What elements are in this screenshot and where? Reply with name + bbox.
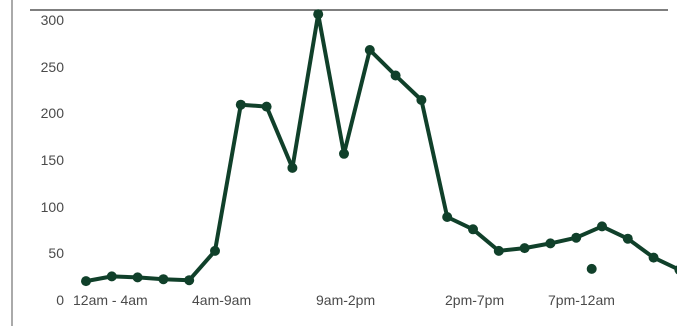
data-point xyxy=(210,245,220,256)
x-tick-4am-9am: 4am-9am xyxy=(192,292,251,308)
data-point xyxy=(519,243,530,254)
data-point xyxy=(597,221,607,232)
plot-area xyxy=(81,9,677,287)
data-point xyxy=(442,212,453,222)
x-tick-2pm-7pm: 2pm-7pm xyxy=(445,292,504,308)
x-tick-7pm-12am: 7pm-12am xyxy=(548,292,615,308)
data-point xyxy=(339,148,349,159)
data-point xyxy=(545,238,556,249)
y-tick-250: 250 xyxy=(41,59,65,75)
data-point xyxy=(468,224,478,235)
data-point xyxy=(364,45,375,55)
y-tick-300: 300 xyxy=(41,12,65,28)
data-point xyxy=(235,99,246,110)
outlier-point xyxy=(586,263,597,274)
data-point xyxy=(416,95,427,105)
y-tick-150: 150 xyxy=(41,152,65,168)
data-point xyxy=(648,252,659,263)
data-point xyxy=(622,233,633,244)
data-point xyxy=(674,265,677,275)
data-point xyxy=(132,272,143,283)
y-tick-0: 0 xyxy=(56,292,64,308)
x-tick-12am-4am: 12am - 4am xyxy=(73,292,148,308)
data-point xyxy=(261,101,272,112)
data-point xyxy=(313,9,324,20)
data-point xyxy=(571,232,582,243)
x-tick-9am-2pm: 9am-2pm xyxy=(316,292,375,308)
data-point xyxy=(184,275,195,286)
data-point xyxy=(287,162,298,173)
y-tick-50: 50 xyxy=(48,245,64,261)
y-tick-100: 100 xyxy=(41,199,65,215)
series-line xyxy=(84,12,677,284)
data-point xyxy=(493,245,504,256)
data-point xyxy=(106,271,117,282)
data-point xyxy=(390,70,401,81)
data-point xyxy=(158,274,169,285)
data-point xyxy=(81,276,91,287)
y-tick-200: 200 xyxy=(41,105,65,121)
